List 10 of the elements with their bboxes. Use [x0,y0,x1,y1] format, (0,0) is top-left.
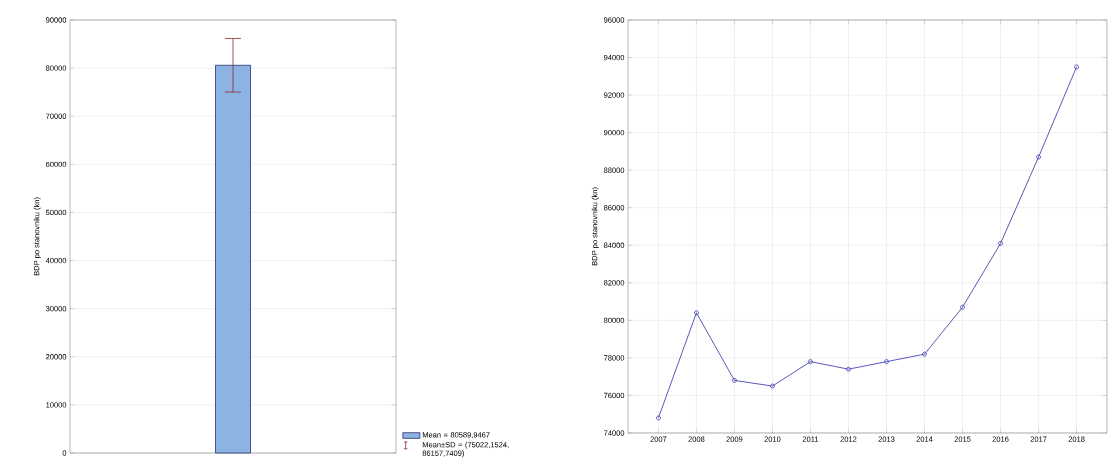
point [884,359,889,365]
point [770,383,775,389]
point [693,310,699,316]
point [732,378,737,383]
point [1036,154,1042,160]
point [922,351,927,357]
point [846,366,851,372]
point [960,304,965,310]
point [808,359,813,365]
point [998,241,1003,246]
